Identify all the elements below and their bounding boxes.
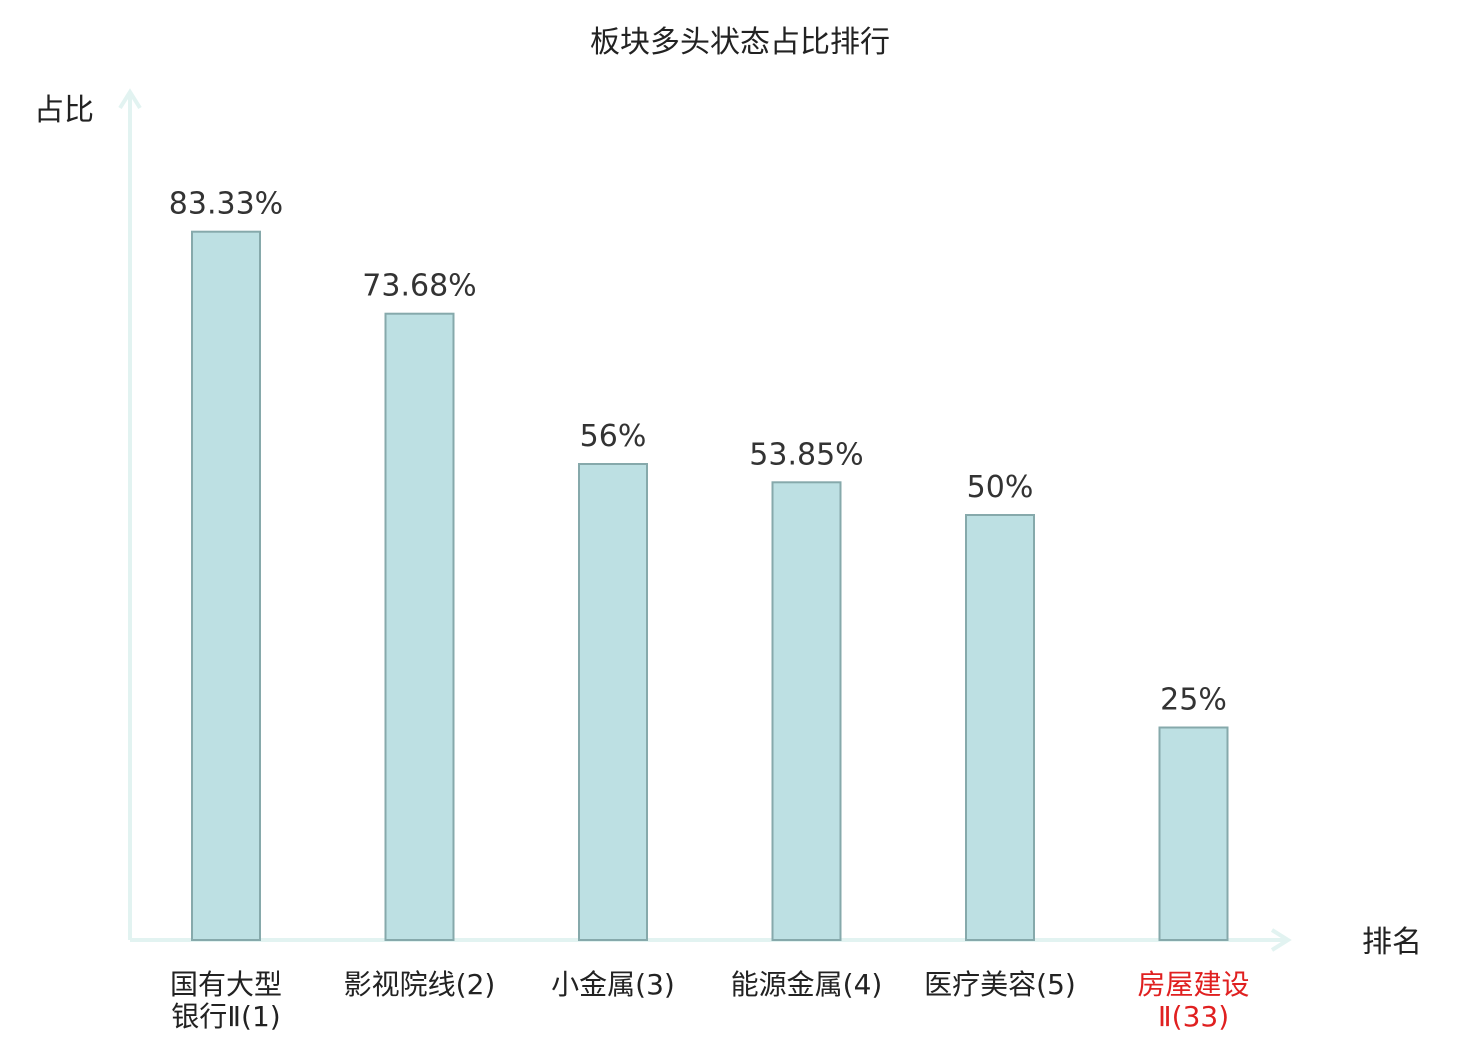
category-label-4: 能源金属(4) bbox=[731, 968, 883, 1001]
category-label-5: 医疗美容(5) bbox=[924, 968, 1076, 1001]
category-label-2-line-1: 影视院线(2) bbox=[344, 968, 496, 1001]
bar-2 bbox=[384, 312, 455, 941]
category-label-2: 影视院线(2) bbox=[344, 968, 496, 1001]
y-axis-title: 占比 bbox=[34, 93, 94, 128]
category-label-3: 小金属(3) bbox=[551, 968, 675, 1001]
bar-3 bbox=[578, 463, 648, 941]
x-axis-arrow bbox=[1270, 928, 1292, 952]
value-label-4: 53.85% bbox=[749, 437, 863, 472]
category-label-3-line-1: 小金属(3) bbox=[551, 968, 675, 1001]
x-axis bbox=[130, 928, 1292, 952]
category-label-1-line-1: 国有大型 bbox=[170, 968, 282, 1001]
category-label-4-line-1: 能源金属(4) bbox=[731, 968, 883, 1001]
category-labels: 国有大型银行Ⅱ(1) 影视院线(2) 小金属(3) 能源金属(4) 医疗美容(5) 房屋建… bbox=[170, 968, 1250, 1033]
category-label-6-line-2: Ⅱ(33) bbox=[1158, 1000, 1229, 1033]
category-label-1: 国有大型银行Ⅱ(1) bbox=[170, 968, 282, 1033]
bar-5 bbox=[965, 514, 1035, 941]
chart-title: 板块多头状态占比排行 bbox=[590, 25, 890, 60]
value-label-6: 25% bbox=[1160, 683, 1227, 718]
category-label-6-line-1: 房屋建设 bbox=[1137, 968, 1249, 1001]
value-label-5: 50% bbox=[967, 470, 1034, 505]
value-label-2: 73.68% bbox=[362, 269, 476, 304]
bar-1 bbox=[191, 230, 261, 941]
x-axis-title: 排名 bbox=[1362, 925, 1422, 960]
bar-6 bbox=[1158, 726, 1229, 941]
value-label-3: 56% bbox=[580, 419, 647, 454]
value-label-1: 83.33% bbox=[169, 187, 283, 222]
category-label-5-line-1: 医疗美容(5) bbox=[924, 968, 1076, 1001]
bar-series bbox=[191, 230, 1229, 941]
y-axis bbox=[118, 88, 142, 940]
y-axis-arrow bbox=[118, 88, 142, 110]
bar-4 bbox=[771, 481, 842, 941]
category-label-6: 房屋建设 Ⅱ(33) bbox=[1137, 968, 1249, 1033]
value-labels: 83.33% 73.68% 56% 53.85% 50% 25% bbox=[169, 187, 1227, 718]
category-label-1-line-2: 银行Ⅱ(1) bbox=[171, 1000, 280, 1033]
